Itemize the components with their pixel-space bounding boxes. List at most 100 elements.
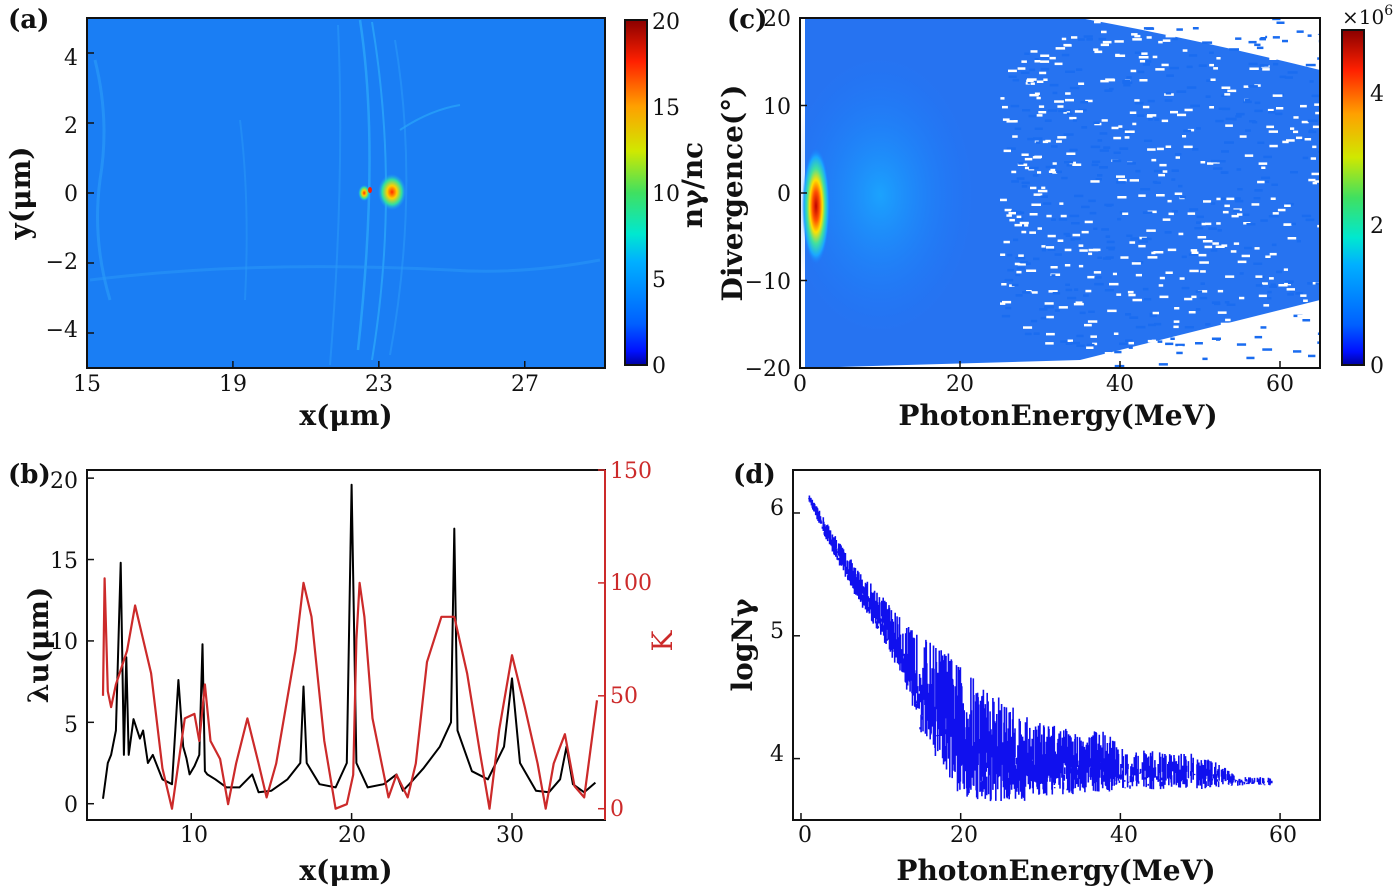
panel-c-speckle xyxy=(1191,295,1197,299)
panel-c-speckle xyxy=(1210,202,1216,205)
panel-c-speckle xyxy=(1109,87,1114,91)
panel-c-speckle xyxy=(1161,63,1169,67)
panel-c-speckle xyxy=(1315,282,1320,285)
panel-c-ytick: −20 xyxy=(745,357,791,382)
panel-c-speckle xyxy=(1188,54,1198,57)
panel-c-speckle xyxy=(1134,101,1144,105)
panel-c-speckle xyxy=(1078,264,1084,268)
panel-c-speckle xyxy=(1054,309,1060,312)
panel-c-speckle xyxy=(1066,112,1073,115)
panel-c-speckle xyxy=(1100,79,1109,83)
panel-c-speckle xyxy=(1302,156,1309,160)
panel-c-speckle xyxy=(1317,224,1320,228)
panel-c-speckle xyxy=(1294,40,1303,43)
panel-c-speckle xyxy=(1086,346,1094,349)
panel-c-speckle xyxy=(1301,120,1309,124)
panel-c-cbar-tick: 4 xyxy=(1370,82,1384,107)
panel-a-ytick: 0 xyxy=(64,182,78,207)
panel-c-speckle xyxy=(1300,104,1307,108)
panel-c-speckle xyxy=(1117,196,1127,199)
panel-c-speckle xyxy=(1268,130,1278,133)
panel-c-speckle xyxy=(1134,34,1141,38)
panel-c-speckle xyxy=(1238,401,1246,404)
panel-b-ytick: 0 xyxy=(64,793,78,818)
panel-c-speckle xyxy=(1305,63,1316,67)
panel-c-speckle xyxy=(1314,103,1320,106)
panel-b-ytick-right: 100 xyxy=(610,571,652,596)
panel-c-speckle xyxy=(1213,67,1218,70)
panel-c-speckle xyxy=(1269,57,1277,60)
panel-c-speckle xyxy=(1024,332,1032,336)
panel-c-speckle xyxy=(1059,202,1064,205)
panel-c-speckle xyxy=(1021,181,1030,185)
panel-c-speckle xyxy=(1308,354,1316,358)
panel-c-speckle xyxy=(1157,340,1163,343)
panel-c-speckle xyxy=(1046,332,1055,336)
panel-c-speckle xyxy=(1263,155,1272,159)
panel-c-speckle xyxy=(1041,245,1046,248)
panel-c-heatmap xyxy=(800,18,1320,432)
panel-c-speckle xyxy=(1088,252,1093,256)
panel-c-speckle xyxy=(1197,290,1208,293)
panel-b-xtick: 30 xyxy=(496,823,524,848)
panel-c-speckle xyxy=(1040,195,1048,198)
panel-c-speckle xyxy=(1147,256,1158,259)
panel-a-cbar-tick: 10 xyxy=(652,182,680,207)
panel-c: (c) 0 20 40 60 20 10 0 −10 −20 PhotonEne… xyxy=(716,3,1393,432)
panel-c-speckle xyxy=(1057,105,1064,108)
panel-b-ytick-right: 0 xyxy=(610,797,624,822)
panel-c-speckle xyxy=(1284,76,1293,79)
panel-c-speckle xyxy=(1293,130,1299,134)
panel-c-speckle xyxy=(1029,166,1039,170)
panel-c-speckle xyxy=(1186,65,1193,69)
panel-c-speckle xyxy=(1076,68,1083,71)
panel-c-speckle xyxy=(1195,342,1203,345)
panel-c-speckle xyxy=(1142,63,1150,66)
panel-c-speckle xyxy=(1195,290,1203,293)
panel-c-speckle xyxy=(1221,94,1228,97)
panel-c-speckle xyxy=(1046,315,1054,319)
panel-c-speckle xyxy=(1242,20,1252,23)
panel-c-speckle xyxy=(1142,60,1152,63)
panel-c-speckle xyxy=(1230,250,1237,253)
panel-c-speckle xyxy=(1293,116,1299,119)
panel-c-speckle xyxy=(1287,237,1297,240)
panel-c-speckle xyxy=(1226,389,1231,392)
panel-a-ticks xyxy=(86,52,526,368)
panel-c-speckle xyxy=(1013,238,1019,242)
panel-c-speckle xyxy=(1263,400,1271,403)
panel-c-speckle xyxy=(1086,343,1095,347)
panel-c-speckle xyxy=(1267,297,1272,300)
panel-d-ytick: 4 xyxy=(770,742,784,767)
panel-c-speckle xyxy=(1090,335,1097,338)
panel-a-filament xyxy=(93,59,112,301)
panel-c-speckle xyxy=(1312,181,1317,185)
panel-c-speckle xyxy=(1243,85,1250,88)
panel-c-speckle xyxy=(1295,354,1303,358)
panel-c-speckle xyxy=(1205,95,1211,98)
panel-c-speckle xyxy=(1003,240,1010,244)
panel-c-speckle xyxy=(1013,210,1022,214)
panel-c-speckle xyxy=(1220,322,1231,326)
panel-c-speckle xyxy=(1195,308,1201,311)
panel-c-speckle xyxy=(1007,253,1013,257)
panel-c-speckle xyxy=(1197,236,1207,239)
panel-c-speckle xyxy=(1014,223,1022,227)
panel-c-speckle xyxy=(1254,101,1261,105)
panel-a-xtick: 19 xyxy=(219,372,247,397)
panel-c-speckle xyxy=(1054,100,1064,103)
panel-c-speckle xyxy=(1295,424,1302,427)
panel-c-speckle xyxy=(1248,320,1258,324)
panel-c-speckle xyxy=(1112,272,1117,276)
panel-c-speckle xyxy=(1224,93,1231,96)
panel-c-speckle xyxy=(1280,429,1287,432)
panel-c-speckle xyxy=(1021,230,1027,234)
panel-c-speckle xyxy=(1148,118,1153,121)
panel-c-speckle xyxy=(1255,324,1260,328)
panel-c-speckle xyxy=(1074,110,1083,113)
panel-c-speckle xyxy=(1233,242,1240,245)
panel-c-speckle xyxy=(1004,278,1014,282)
panel-c-speckle xyxy=(1076,344,1085,347)
panel-c-ytick: −10 xyxy=(745,270,791,295)
panel-d-spectrum-line xyxy=(808,495,1273,802)
